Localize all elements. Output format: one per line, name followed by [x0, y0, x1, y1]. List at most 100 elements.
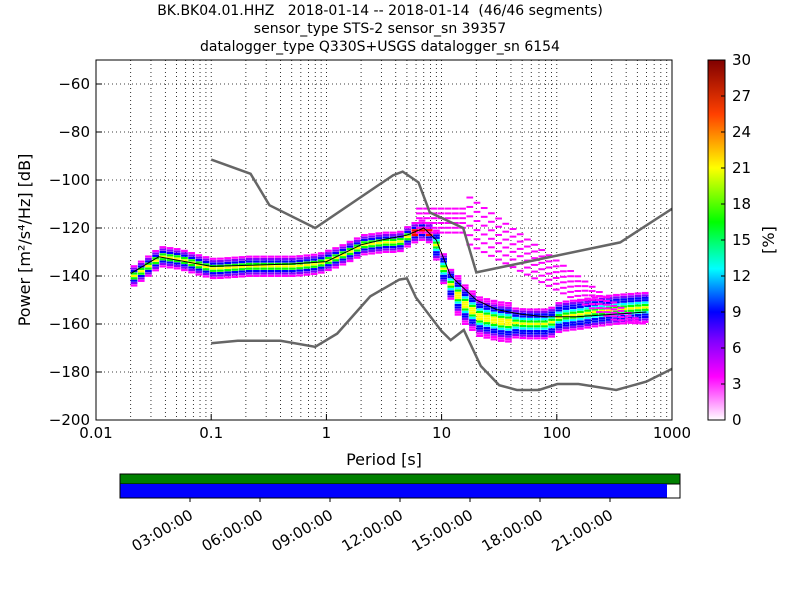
- heatmap-cell: [368, 237, 375, 241]
- heatmap-cell: [562, 305, 570, 308]
- heatmap-cell: [325, 252, 332, 255]
- heatmap-cell: [634, 299, 642, 302]
- heatmap-cell: [404, 242, 411, 246]
- heatmap-cell: [461, 320, 469, 323]
- heatmap-cell: [548, 333, 555, 336]
- heatmap-cell: [497, 310, 505, 314]
- heatmap-cell: [581, 280, 589, 283]
- heatmap-cell: [332, 263, 339, 267]
- heatmap-cell: [569, 306, 577, 310]
- heatmap-cell: [389, 250, 397, 253]
- heatmap-cell: [574, 285, 582, 288]
- heatmap-cell: [483, 334, 491, 337]
- heatmap-cell: [346, 250, 354, 253]
- heatmap-cell: [296, 259, 303, 263]
- heatmap-cell: [473, 219, 481, 222]
- heatmap-cell: [217, 259, 224, 263]
- heatmap-cell: [473, 210, 481, 213]
- heatmap-cell: [541, 320, 548, 323]
- heatmap-cell: [361, 250, 368, 253]
- heatmap-cell: [509, 243, 517, 246]
- heatmap-cell: [538, 281, 546, 284]
- heatmap-cell: [173, 260, 181, 263]
- heatmap-cell: [476, 327, 483, 330]
- heatmap-cell: [469, 326, 476, 329]
- x-tick-label: 1: [322, 424, 332, 442]
- heatmap-cell: [577, 308, 584, 311]
- heatmap-cell: [526, 334, 534, 337]
- heatmap-cell: [361, 238, 368, 241]
- heatmap-cell: [166, 251, 174, 255]
- heatmap-cell: [382, 238, 390, 241]
- heatmap-cell: [461, 305, 469, 309]
- heatmap-cell: [339, 251, 347, 254]
- heatmap-cell: [548, 325, 555, 329]
- heatmap-cell: [519, 320, 527, 323]
- heatmap-cell: [634, 304, 642, 307]
- heatmap-cell: [505, 321, 512, 324]
- colorbar-tick-label: 18: [732, 195, 751, 213]
- y-axis-ticks: −60 −80 −100 −120 −140 −160 −180 −200: [49, 75, 102, 429]
- colorbar-tick-label: 24: [732, 123, 751, 141]
- heatmap-cell: [488, 229, 495, 232]
- heatmap-cell: [202, 260, 210, 264]
- heatmap-cell: [541, 308, 548, 311]
- heatmap-cell: [181, 266, 188, 269]
- timeline-tick-label: 03:00:00: [129, 506, 196, 555]
- heatmap-cell: [440, 267, 447, 270]
- heatmap-cell: [433, 253, 440, 256]
- heatmap-cell: [346, 257, 354, 260]
- heatmap-cell: [166, 254, 174, 257]
- heatmap-cell: [159, 255, 167, 258]
- heatmap-cell: [505, 335, 512, 338]
- heatmap-cell: [505, 301, 512, 305]
- heatmap-cell: [497, 303, 505, 306]
- heatmap-cell: [224, 257, 231, 260]
- heatmap-cell: [173, 255, 181, 258]
- heatmap-cell: [490, 319, 498, 322]
- heatmap-cell: [483, 298, 491, 301]
- heatmap-cell: [483, 312, 491, 315]
- heatmap-cell: [488, 212, 495, 215]
- heatmap-cell: [411, 231, 419, 234]
- heatmap-cell: [454, 313, 462, 316]
- heatmap-cell: [548, 335, 555, 338]
- heatmap-cell: [469, 319, 476, 322]
- heatmap-cell: [588, 307, 596, 310]
- heatmap-cell: [483, 314, 491, 318]
- heatmap-cell: [620, 305, 627, 308]
- heatmap-cell: [437, 212, 445, 215]
- heatmap-cell: [533, 313, 541, 316]
- heatmap-cell: [389, 241, 397, 244]
- heatmap-cell: [617, 319, 625, 322]
- heatmap-cell: [598, 305, 606, 308]
- heatmap-cell: [562, 310, 570, 313]
- heatmap-cell: [555, 306, 563, 310]
- heatmap-cell: [454, 306, 462, 309]
- heatmap-cell: [253, 265, 260, 268]
- colorbar-tick-label: 21: [732, 159, 751, 177]
- heatmap-cell: [404, 245, 411, 248]
- timeline-coverage-bar: [120, 484, 667, 498]
- heatmap-cell: [483, 302, 491, 306]
- heatmap-cell: [423, 226, 430, 229]
- heatmap-cell: [137, 274, 145, 278]
- heatmap-cell: [641, 303, 649, 307]
- heatmap-cell: [296, 257, 303, 260]
- heatmap-cell: [610, 308, 618, 311]
- heatmap-cell: [524, 273, 531, 276]
- chart-title-line-1: BK.BK04.01.HHZ 2018-01-14 -- 2018-01-14 …: [157, 3, 603, 19]
- heatmap-cell: [425, 241, 433, 244]
- heatmap-cell: [483, 324, 491, 327]
- heatmap-cell: [531, 277, 538, 280]
- heatmap-cell: [459, 212, 466, 215]
- heatmap-cell: [497, 327, 505, 330]
- heatmap-cell: [382, 236, 390, 239]
- heatmap-cell: [459, 222, 466, 224]
- heatmap-cell: [548, 330, 555, 333]
- heatmap-cell: [440, 255, 447, 258]
- heatmap-cell: [253, 258, 260, 261]
- heatmap-cell: [574, 275, 582, 278]
- heatmap-cell: [339, 244, 347, 247]
- heatmap-cell: [418, 236, 426, 239]
